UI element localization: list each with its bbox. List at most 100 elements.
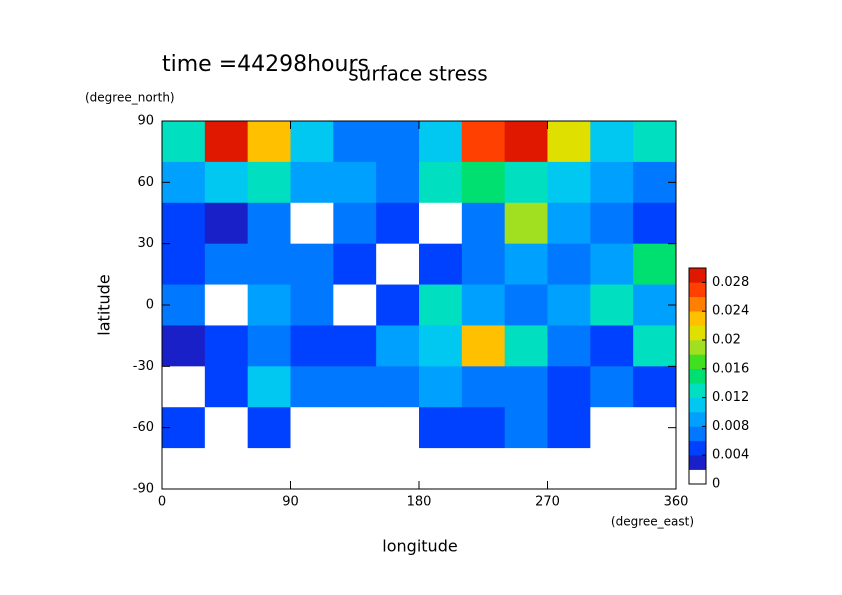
heat-cell [162, 448, 206, 490]
heat-cell [590, 407, 634, 449]
y-tick-label: 0 [146, 298, 154, 313]
heat-cell [290, 121, 334, 163]
heat-cell [376, 121, 420, 163]
heat-cell [633, 121, 677, 163]
heat-cell [419, 325, 463, 367]
colorbar-tick-label: 0 [712, 477, 720, 492]
colorbar-swatch [689, 397, 706, 413]
colorbar-swatch [689, 426, 706, 442]
heat-cell [290, 366, 334, 408]
heat-cell [204, 161, 249, 204]
x-tick-label: 180 [407, 495, 432, 510]
heat-cell [590, 366, 634, 408]
colorbar-swatch [689, 354, 706, 370]
heat-cell [590, 284, 634, 326]
heat-cell [333, 202, 377, 245]
heat-cell [419, 284, 463, 326]
colorbar-swatch [689, 383, 706, 398]
heat-cell [590, 448, 634, 490]
colorbar-tick-label: 0.008 [712, 419, 749, 434]
heat-cell [590, 161, 634, 204]
heat-cell [590, 202, 634, 245]
colorbar-swatch [689, 340, 706, 355]
heat-cell [290, 325, 334, 367]
chart-title: surface stress [348, 62, 487, 86]
chart-subtitle: time =44298hours [162, 52, 369, 77]
heat-cell [504, 202, 548, 245]
axes: 0 90 180 270 360 -90 -60 -30 0 30 60 90 0 0.004 0.008 0… [133, 114, 749, 510]
x-tick-label: 0 [158, 495, 166, 510]
colorbar-tick-label: 0.012 [712, 390, 749, 405]
heat-cell [547, 407, 591, 449]
heat-cell [290, 284, 334, 326]
heat-cell [633, 325, 677, 367]
heat-cell [204, 284, 249, 326]
heat-cell [333, 284, 377, 326]
heat-cell [547, 284, 591, 326]
x-unit: (degree_east) [611, 515, 694, 529]
heat-cell [547, 202, 591, 245]
heat-cell [590, 243, 634, 286]
heat-cell [376, 366, 420, 408]
heat-cell [419, 366, 463, 408]
heat-cell [419, 161, 463, 204]
heat-cell [204, 243, 249, 286]
heat-cell [547, 325, 591, 367]
field [162, 121, 677, 490]
y-tick-label: 60 [137, 175, 154, 190]
heat-cell [590, 121, 634, 163]
heat-cell [290, 407, 334, 449]
colorbar-tick-label: 0.02 [712, 333, 741, 348]
heat-cell [290, 161, 334, 204]
heat-cell [376, 325, 420, 367]
colorbar-swatch [689, 311, 706, 326]
heat-cell [633, 243, 677, 286]
heat-cell [247, 448, 291, 490]
y-axis-label: latitude [95, 274, 114, 335]
heat-cell [204, 202, 249, 245]
colorbar-frame [688, 267, 707, 485]
heat-cell [333, 448, 377, 490]
heat-cell [204, 407, 249, 449]
heat-cell [419, 407, 463, 449]
heat-cell [419, 243, 463, 286]
heat-cell [247, 161, 291, 204]
heat-cell [376, 448, 420, 490]
heat-cell [247, 407, 291, 449]
y-tick-label: -90 [133, 482, 154, 497]
heat-cell [162, 202, 206, 245]
heat-cell [461, 366, 506, 408]
heat-cell [333, 325, 377, 367]
heat-cell [376, 284, 420, 326]
heat-cell [504, 243, 548, 286]
heat-cell [333, 161, 377, 204]
heat-cell [504, 161, 548, 204]
heat-cell [504, 407, 548, 449]
heat-cell [162, 325, 206, 367]
y-tick-label: 30 [137, 236, 154, 251]
heat-cell [290, 448, 334, 490]
heat-cell [290, 243, 334, 286]
colorbar-tick-label: 0.028 [712, 275, 749, 290]
heat-cell [419, 202, 463, 245]
heat-cell [333, 407, 377, 449]
heat-cell [247, 284, 291, 326]
colorbar-swatch [689, 412, 706, 427]
heat-cell [247, 121, 291, 163]
heat-cell [547, 243, 591, 286]
heat-cell [376, 407, 420, 449]
heat-cell [547, 161, 591, 204]
heat-cell [290, 202, 334, 245]
colorbar-swatch [689, 268, 706, 283]
heat-cell [504, 284, 548, 326]
heat-cell [461, 202, 506, 245]
y-unit: (degree_north) [85, 91, 175, 105]
colorbar-swatch [689, 455, 706, 470]
heat-cell [590, 325, 634, 367]
x-axis-label: longitude [382, 537, 457, 556]
colorbar-swatch [689, 440, 706, 456]
heat-cell [504, 121, 548, 163]
y-tick-label: -30 [133, 359, 154, 374]
colorbar-swatch [689, 368, 706, 384]
colorbar-tick-label: 0.004 [712, 448, 749, 463]
